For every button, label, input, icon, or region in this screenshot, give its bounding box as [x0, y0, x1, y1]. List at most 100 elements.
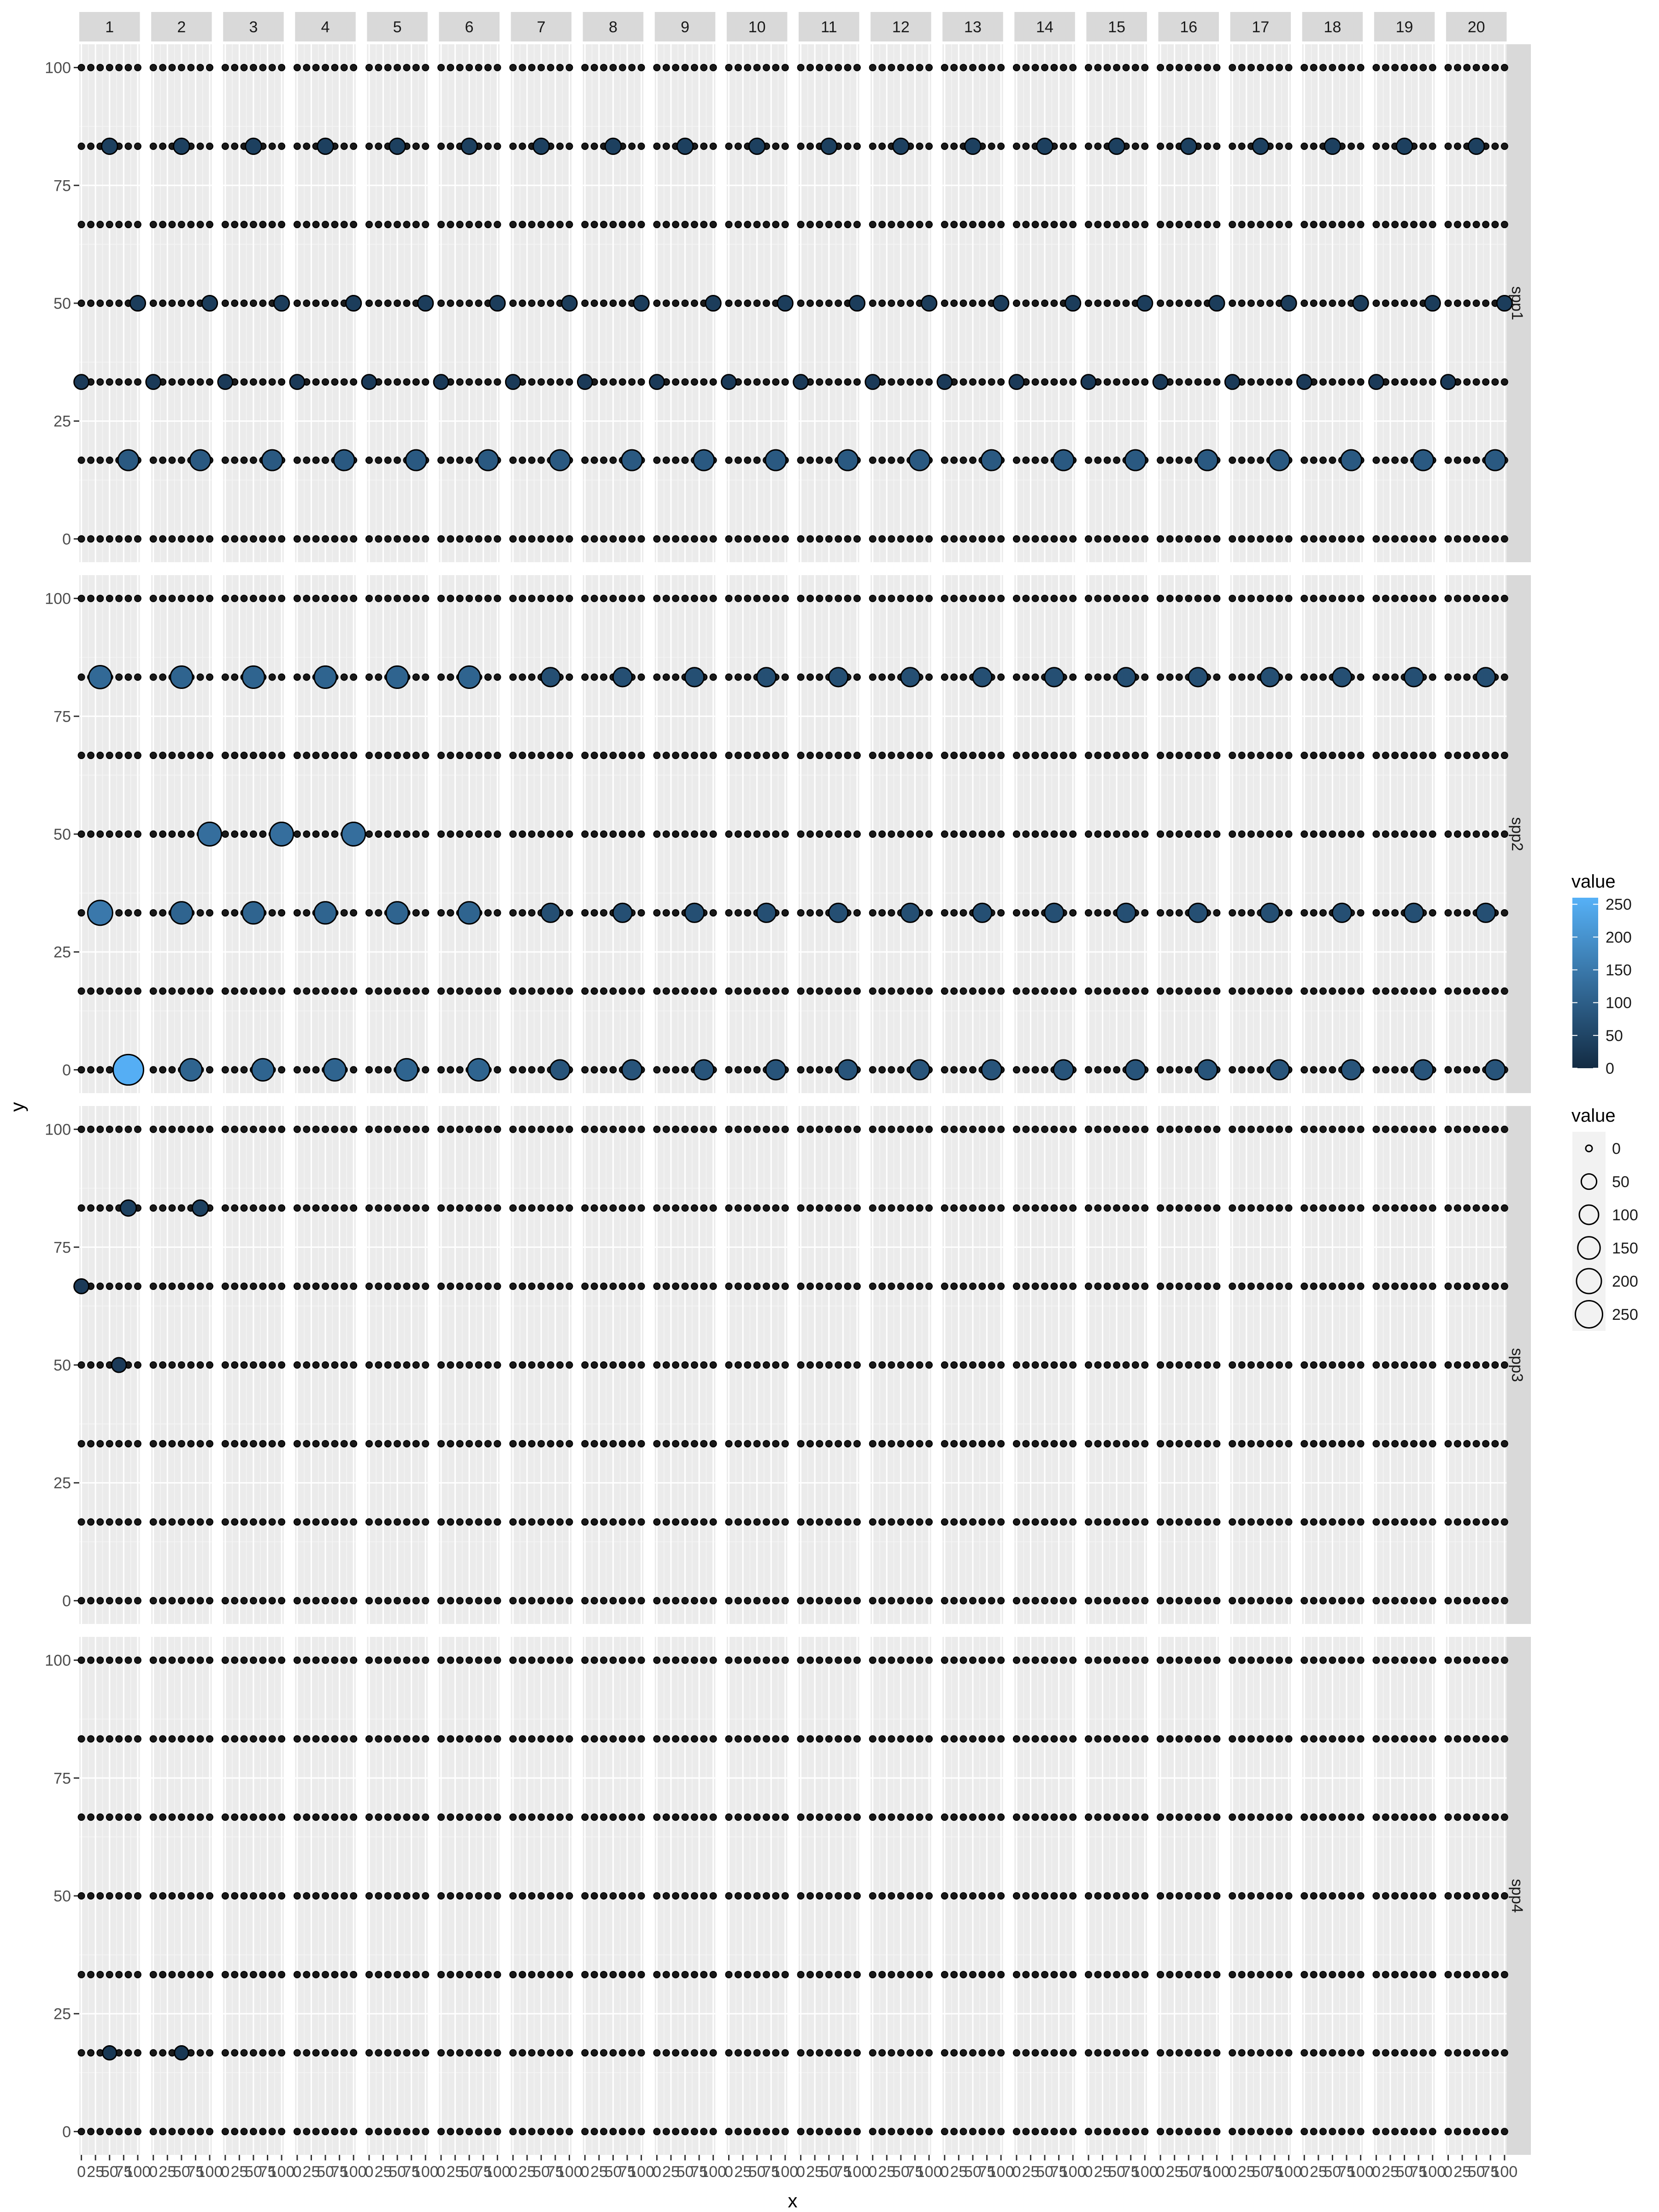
data-point — [1491, 987, 1499, 995]
data-point — [528, 752, 535, 759]
data-point — [168, 1597, 176, 1605]
data-point — [447, 300, 454, 307]
data-point — [509, 1597, 517, 1605]
data-point — [231, 1735, 239, 1743]
data-point — [456, 64, 464, 71]
data-point — [465, 1361, 473, 1369]
data-point — [1429, 142, 1436, 150]
data-point — [941, 1597, 948, 1605]
data-point — [878, 1204, 886, 1212]
data-point — [518, 64, 526, 71]
data-point — [249, 1597, 257, 1605]
data-point — [1463, 378, 1471, 386]
data-point — [772, 1204, 780, 1212]
data-point — [1338, 830, 1346, 838]
data-point — [681, 1597, 689, 1605]
data-point — [412, 1813, 420, 1821]
data-point — [1059, 1282, 1067, 1290]
data-point — [422, 752, 429, 759]
data-point — [835, 752, 842, 759]
data-point — [637, 987, 645, 995]
data-point-large — [117, 449, 140, 471]
data-point — [637, 64, 645, 71]
data-point — [1085, 221, 1093, 229]
data-point — [925, 830, 933, 838]
data-point — [1050, 1440, 1058, 1447]
data-point — [1031, 1440, 1039, 1447]
data-point — [484, 1440, 492, 1447]
data-point — [1453, 1066, 1461, 1074]
data-point — [1400, 1204, 1408, 1212]
data-point — [365, 1735, 373, 1743]
data-point — [1319, 300, 1327, 307]
data-point — [1463, 594, 1471, 602]
data-point — [1175, 378, 1183, 386]
data-point — [1500, 64, 1508, 71]
data-point — [249, 456, 257, 464]
data-point — [1463, 535, 1471, 543]
data-point-large — [621, 1059, 643, 1081]
data-point — [618, 1656, 626, 1664]
data-point — [168, 378, 176, 386]
data-point — [196, 1361, 204, 1369]
data-point — [187, 221, 195, 229]
data-point — [259, 830, 267, 838]
data-point — [537, 1361, 545, 1369]
data-point — [941, 1361, 948, 1369]
data-point — [437, 1440, 445, 1447]
data-point — [547, 1597, 554, 1605]
data-point — [278, 1440, 286, 1447]
data-point — [906, 1440, 914, 1447]
data-point — [763, 300, 771, 307]
data-point-large — [261, 449, 283, 471]
data-point — [384, 594, 392, 602]
data-point — [681, 1892, 689, 1900]
data-point — [134, 909, 141, 917]
data-point — [124, 1440, 132, 1447]
data-point — [888, 1125, 895, 1133]
data-point — [278, 535, 286, 543]
data-point — [1247, 1361, 1255, 1369]
data-point — [997, 142, 1005, 150]
data-point — [1463, 1440, 1471, 1447]
data-point — [412, 594, 420, 602]
data-point — [547, 2049, 554, 2057]
data-point — [1429, 378, 1436, 386]
data-point — [681, 1125, 689, 1133]
data-point — [1419, 830, 1427, 838]
data-point — [609, 535, 617, 543]
data-point — [662, 1440, 670, 1447]
data-point — [1266, 1440, 1274, 1447]
x-tick-label: 100 — [628, 2163, 654, 2181]
data-point — [825, 535, 833, 543]
data-point — [581, 535, 589, 543]
data-point — [725, 535, 733, 543]
data-point — [1357, 1597, 1365, 1605]
data-point — [1022, 142, 1030, 150]
data-point — [1022, 64, 1030, 71]
data-point — [1247, 535, 1255, 543]
data-point — [1185, 594, 1193, 602]
data-point — [590, 1361, 598, 1369]
data-point-large — [1331, 667, 1352, 688]
data-point — [753, 1282, 761, 1290]
data-point — [537, 2128, 545, 2136]
data-point — [618, 2049, 626, 2057]
data-point — [206, 1892, 213, 1900]
data-point — [618, 300, 626, 307]
data-point — [744, 300, 752, 307]
data-point — [959, 1361, 967, 1369]
data-point — [422, 142, 429, 150]
data-point — [1166, 142, 1174, 150]
data-point — [988, 1204, 995, 1212]
data-point — [1141, 221, 1149, 229]
data-point — [340, 752, 348, 759]
data-point — [1012, 987, 1020, 995]
data-point — [303, 987, 311, 995]
data-point — [278, 2049, 286, 2057]
data-point — [350, 1518, 358, 1526]
data-point — [1257, 1440, 1265, 1447]
data-point — [1050, 1204, 1058, 1212]
y-tick-label: 75 — [53, 1239, 71, 1256]
data-point-large — [577, 374, 593, 390]
